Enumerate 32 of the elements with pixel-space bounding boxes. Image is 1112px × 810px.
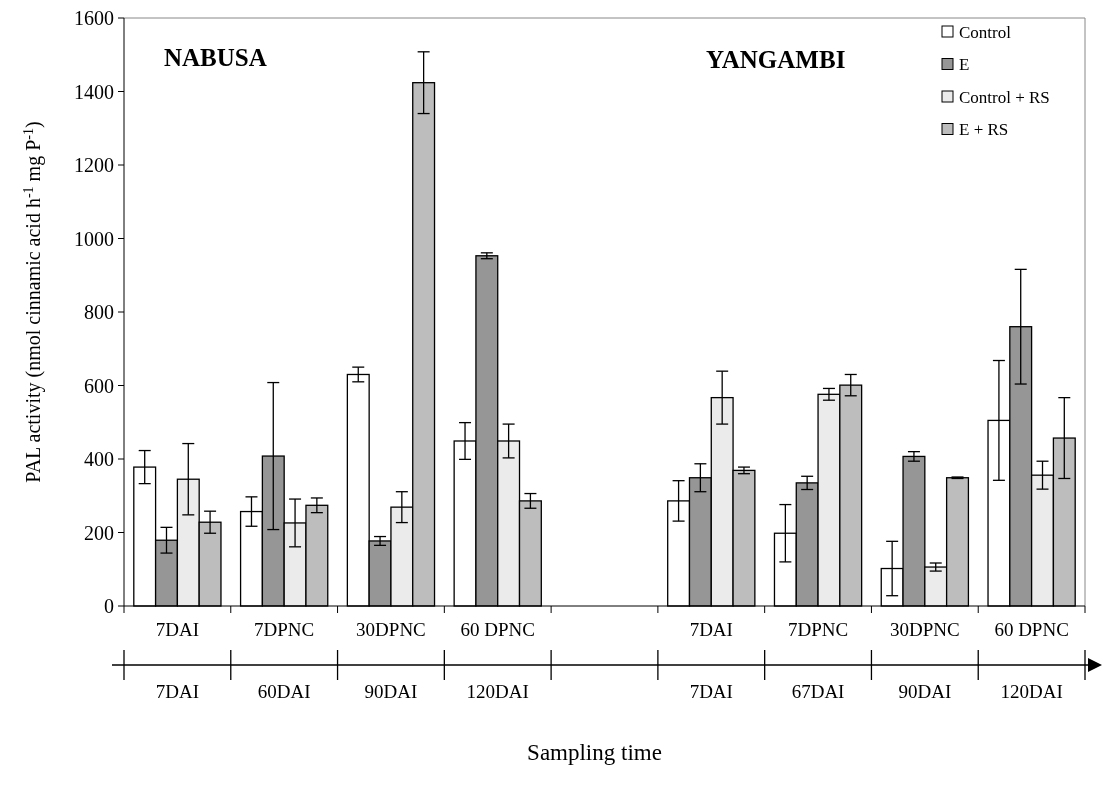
text: 90DAI <box>898 681 952 702</box>
legend-label: Control <box>959 22 1012 42</box>
x-tick-label: 7DAI <box>155 619 200 640</box>
x-tick-label: 60 DPNC <box>994 619 1069 640</box>
text: 67DAI <box>791 681 845 702</box>
y-tick-label: 1000 <box>74 227 114 250</box>
legend-label: E + RS <box>959 120 1009 140</box>
text: 60DAI <box>257 681 311 702</box>
text: 7DAI <box>689 681 733 702</box>
y-tick-label: 600 <box>84 374 114 397</box>
annotation: YANGAMBI <box>706 46 846 73</box>
x-tick-label: 7DAI <box>689 619 733 640</box>
y-tick-label: 200 <box>84 521 114 544</box>
x-axis-title: Sampling time <box>527 740 662 765</box>
y-tick-label: 1400 <box>74 80 114 103</box>
text: 120DAI <box>1000 681 1063 702</box>
x-tick-label: 30DPNC <box>889 619 960 640</box>
x-tick-label: 7DPNC <box>254 619 315 640</box>
y-tick-label: 1600 <box>74 7 114 29</box>
y-tick-label: 0 <box>104 595 114 617</box>
y-tick-label: 400 <box>84 448 114 470</box>
text: 90DAI <box>364 681 418 702</box>
x-tick-label: 60 DPNC <box>460 619 535 640</box>
x-tick-label: 30DPNC <box>356 619 426 640</box>
y-tick-label: 800 <box>84 301 114 323</box>
text: 120DAI <box>466 681 529 702</box>
text: 7DAI <box>155 681 200 702</box>
legend-label: Control + RS <box>959 87 1050 107</box>
x-tick-label: 7DPNC <box>787 619 849 640</box>
legend-label: E <box>959 55 970 75</box>
annotation: NABUSA <box>164 44 267 71</box>
y-tick-label: 1200 <box>74 154 114 176</box>
